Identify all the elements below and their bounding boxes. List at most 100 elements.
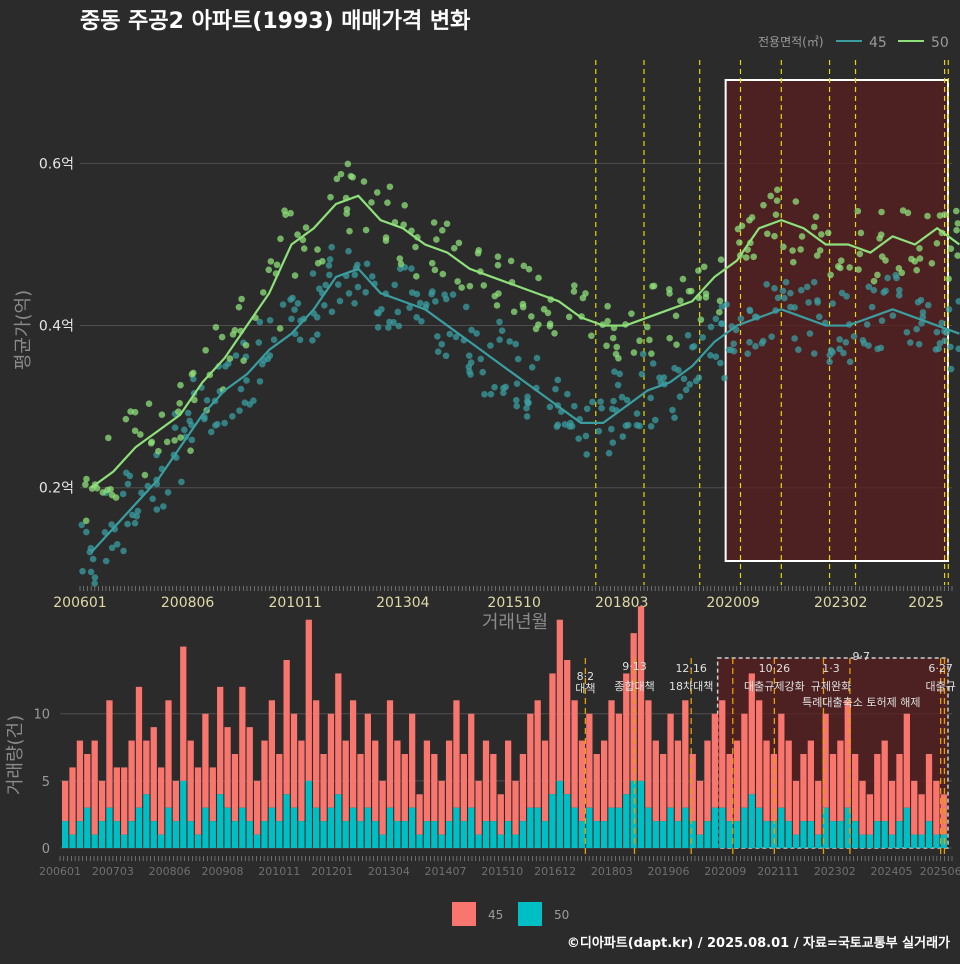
top-y-tick-label: 0.6억 (39, 156, 74, 172)
bottom-x-tick-label: 201304 (368, 865, 410, 878)
bar-45 (231, 754, 239, 822)
bar-45 (770, 754, 778, 822)
bar-45 (660, 754, 667, 822)
scatter-point-45 (500, 389, 507, 397)
highlight-box (724, 79, 949, 562)
scatter-point-50 (827, 271, 834, 279)
scatter-point-50 (773, 197, 781, 204)
scatter-point-50 (400, 221, 407, 229)
scatter-point-50 (700, 263, 708, 271)
top-x-tick-label: 201011 (268, 595, 321, 611)
bar-50 (586, 807, 593, 848)
scatter-point-45 (129, 511, 136, 519)
scatter-point-45 (707, 323, 715, 331)
bar-50 (571, 807, 578, 848)
scatter-point-50 (480, 282, 488, 289)
bar-45 (372, 740, 379, 822)
bar-45 (630, 633, 637, 781)
scatter-point-45 (322, 281, 329, 289)
bar-45 (313, 700, 320, 808)
scatter-point-50 (746, 216, 753, 224)
bar-45 (121, 767, 128, 835)
scatter-point-45 (675, 366, 682, 374)
scatter-point-45 (638, 370, 646, 378)
scatter-point-50 (401, 202, 408, 209)
scatter-point-45 (791, 304, 798, 311)
legend-label-45: 45 (869, 35, 887, 51)
scatter-point-50 (176, 400, 183, 407)
scatter-point-45 (178, 478, 185, 486)
bar-50 (822, 807, 829, 848)
scatter-point-45 (918, 320, 925, 327)
scatter-point-50 (615, 354, 622, 362)
scatter-point-45 (695, 374, 703, 381)
scatter-point-45 (487, 342, 494, 349)
bottom-x-tick-label: 201906 (648, 865, 690, 878)
scatter-point-50 (396, 255, 404, 262)
scatter-point-50 (277, 235, 284, 243)
bar-45 (534, 700, 541, 808)
bar-50 (460, 821, 467, 848)
scatter-point-50 (302, 224, 310, 231)
scatter-point-45 (221, 419, 228, 427)
scatter-point-50 (520, 262, 528, 270)
bottom-legend-label-45: 45 (488, 908, 503, 922)
scatter-point-45 (108, 521, 115, 528)
scatter-point-50 (813, 252, 821, 259)
bar-50 (180, 780, 187, 848)
scatter-point-45 (836, 345, 843, 353)
scatter-point-45 (913, 325, 920, 333)
policy-label-name: 18차대책 (669, 680, 713, 693)
scatter-point-50 (273, 261, 281, 269)
bar-50 (172, 821, 180, 848)
bar-45 (180, 646, 187, 781)
scatter-point-50 (913, 266, 920, 274)
scatter-point-50 (613, 343, 621, 351)
scatter-point-50 (772, 211, 780, 218)
scatter-point-50 (908, 255, 915, 263)
bar-50 (630, 780, 637, 848)
scatter-point-50 (742, 254, 750, 261)
scatter-point-45 (707, 351, 714, 359)
bar-45 (445, 740, 453, 822)
scatter-point-50 (771, 232, 778, 240)
scatter-point-45 (768, 333, 775, 341)
bottom-legend: 45 50 (452, 902, 569, 926)
scatter-point-50 (344, 160, 352, 168)
bar-45 (756, 700, 763, 808)
bar-45 (829, 754, 837, 822)
bar-45 (741, 713, 748, 808)
bar-50 (157, 834, 165, 848)
scatter-point-50 (679, 275, 687, 283)
credit-text: ©디아파트(dapt.kr) / 2025.08.01 / 자료=국토교통부 실… (567, 935, 950, 951)
scatter-point-45 (477, 355, 485, 363)
bar-45 (475, 780, 482, 835)
top-x-tick-label: 201510 (487, 595, 540, 611)
bottom-x-tick-label: 200703 (92, 865, 134, 878)
scatter-point-50 (603, 342, 610, 350)
bar-50 (881, 821, 888, 848)
scatter-point-45 (730, 340, 737, 348)
scatter-point-45 (598, 404, 605, 412)
legend-swatch-50 (518, 902, 542, 926)
scatter-point-45 (718, 320, 726, 328)
bar-50 (615, 807, 623, 848)
bar-50 (578, 821, 586, 848)
scatter-point-45 (124, 520, 131, 528)
bar-45 (84, 754, 91, 808)
scatter-point-50 (229, 331, 237, 338)
scatter-point-45 (827, 347, 835, 354)
scatter-point-45 (878, 317, 886, 325)
scatter-point-45 (868, 303, 876, 311)
bar-50 (756, 807, 763, 848)
scatter-point-45 (781, 294, 788, 302)
bar-45 (224, 727, 231, 808)
scatter-point-45 (502, 383, 510, 391)
scatter-point-45 (589, 398, 596, 406)
scatter-point-45 (938, 319, 946, 327)
scatter-point-45 (797, 286, 805, 294)
scatter-point-50 (155, 447, 162, 455)
policy-label-name: 특례대출축소 토허제 해제 (802, 695, 920, 709)
scatter-point-45 (102, 557, 110, 565)
scatter-point-45 (506, 338, 513, 345)
